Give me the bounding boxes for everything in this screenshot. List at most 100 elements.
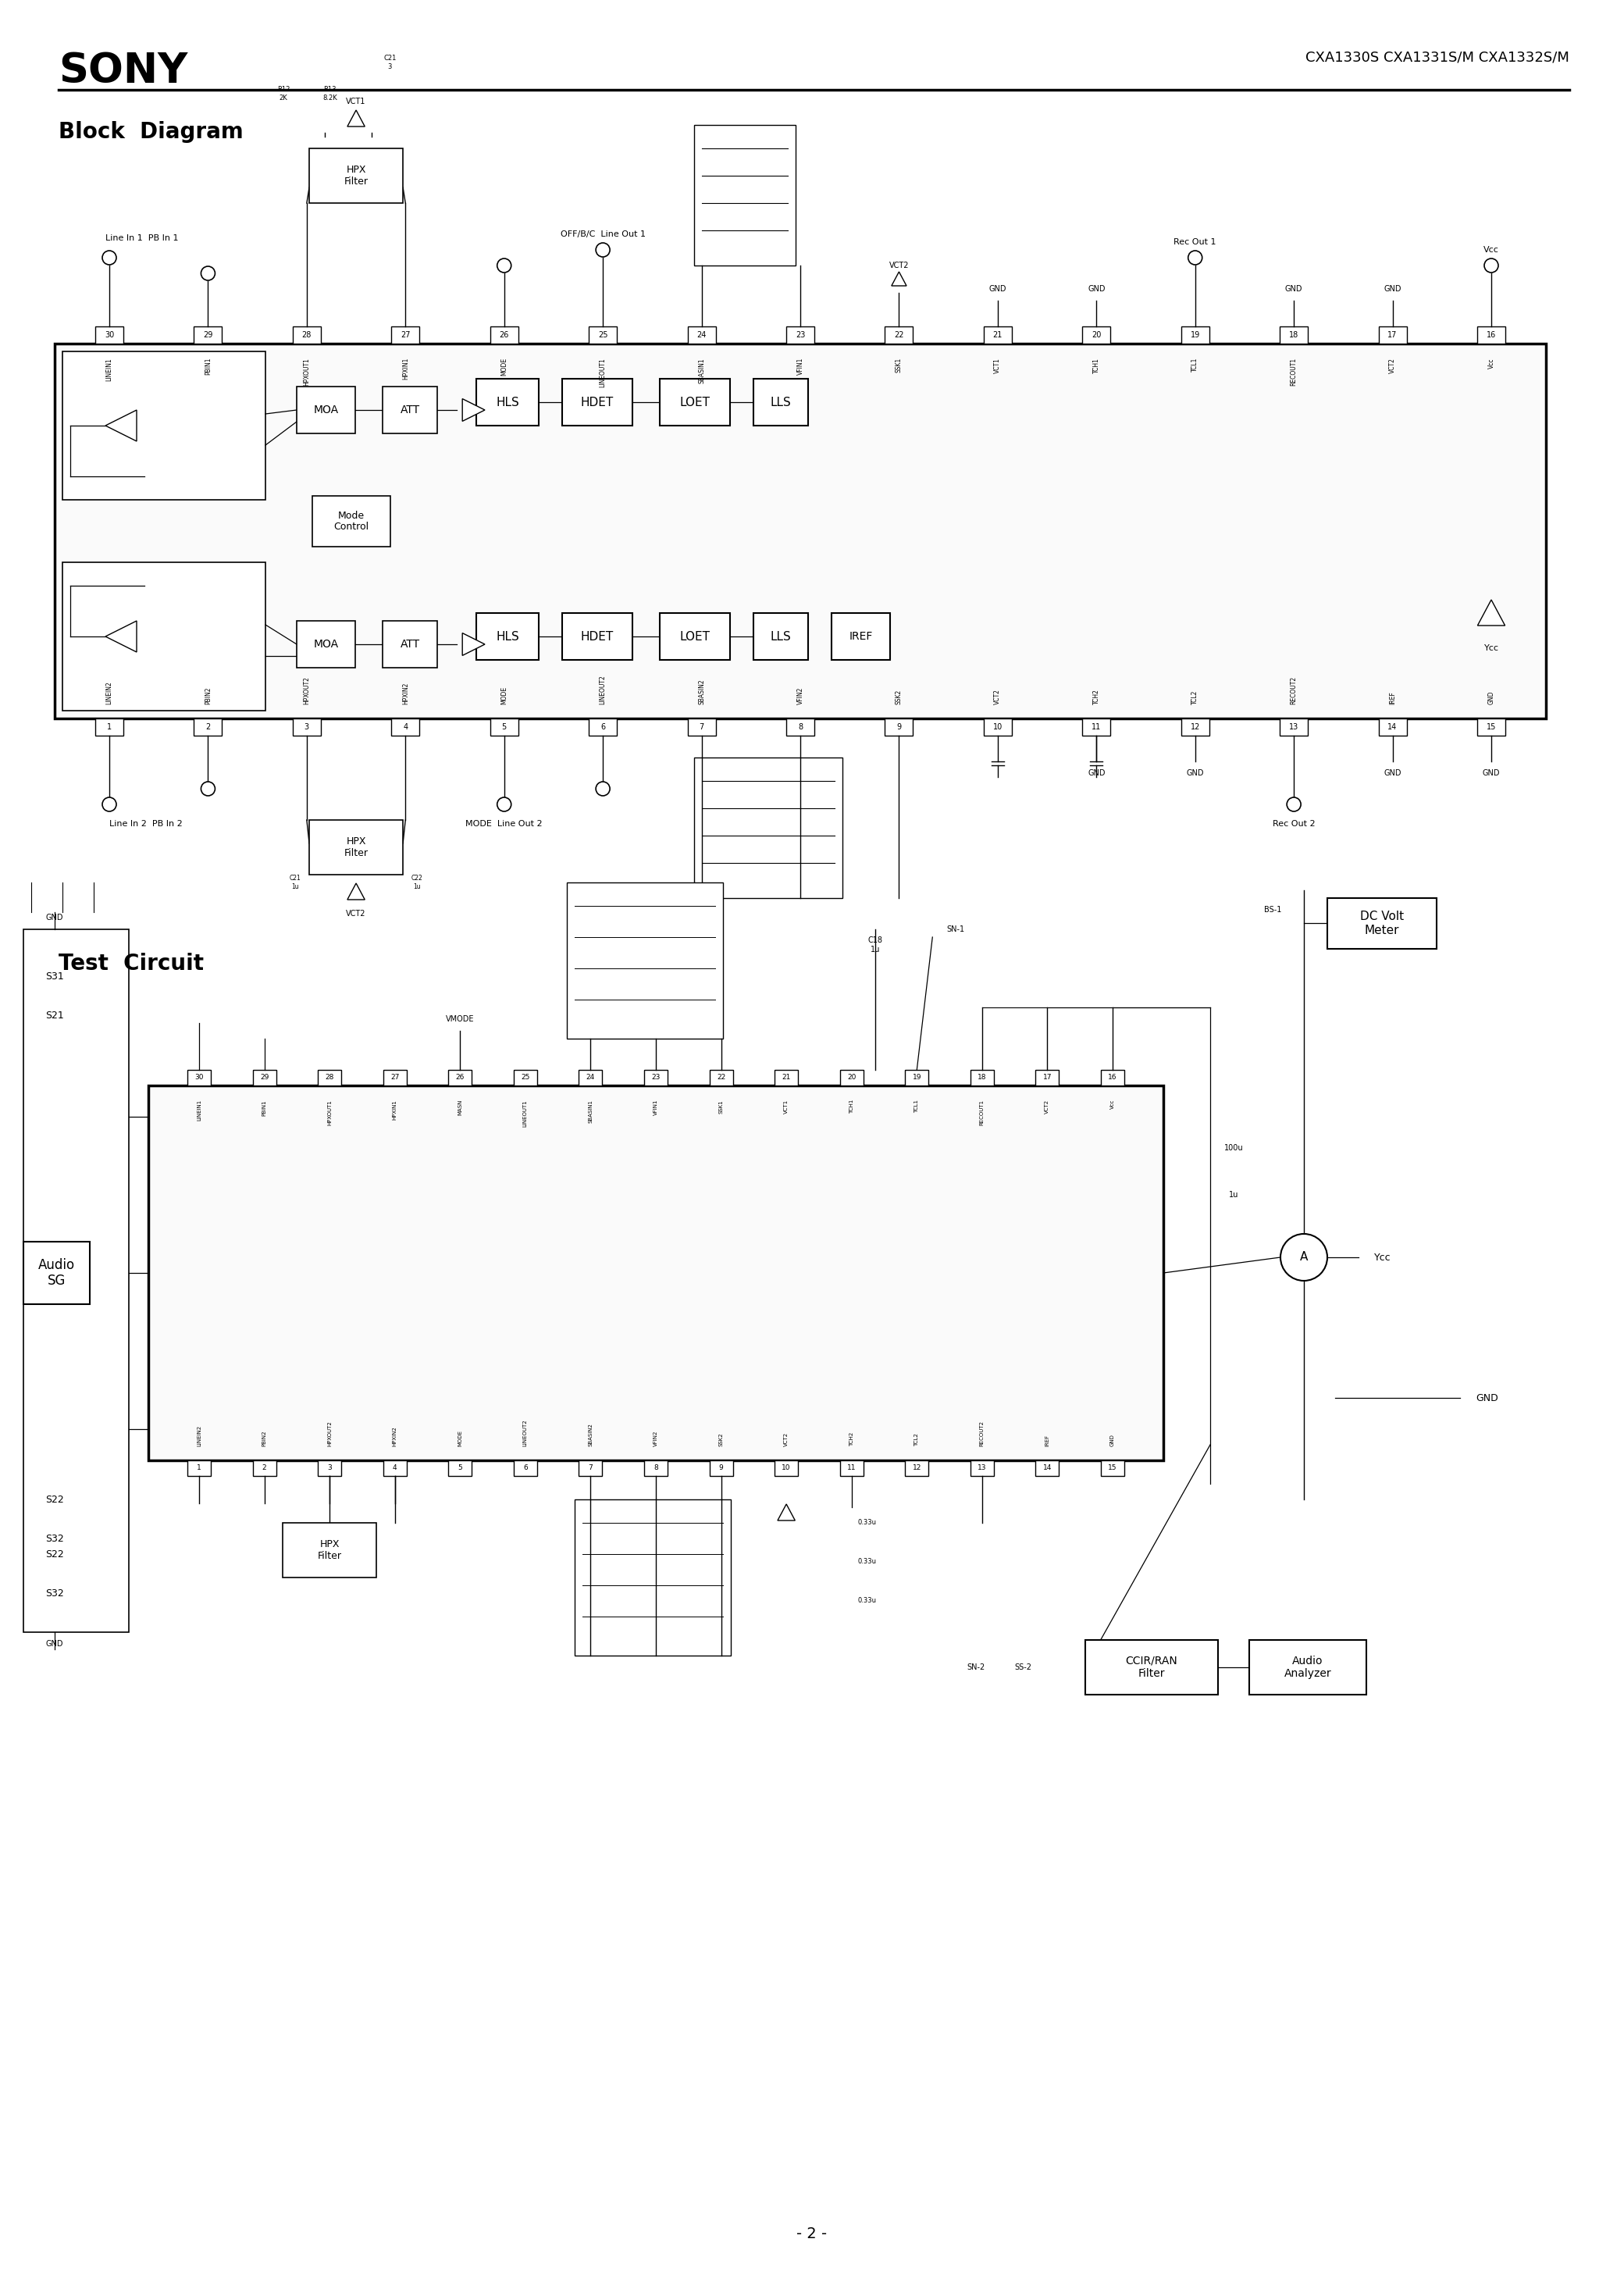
Polygon shape [106,410,136,442]
Text: 25: 25 [598,330,607,339]
Bar [1379,718,1406,736]
Text: 1: 1 [197,1465,201,1472]
Bar [1280,326,1307,344]
Polygon shape [778,1503,796,1519]
Text: 7: 7 [588,1465,593,1472]
Text: - 2 -: - 2 - [797,2226,827,2242]
Bar [885,718,913,736]
Text: 21: 21 [781,1075,791,1082]
Bar [1101,1071,1124,1087]
Text: Block  Diagram: Block Diagram [58,121,244,144]
Text: ATT: ATT [400,405,419,415]
Text: TCL2: TCL2 [914,1433,919,1447]
Text: GND: GND [1187,770,1203,777]
Bar [840,1460,864,1476]
Bar [786,326,814,344]
Text: PBIN1: PBIN1 [205,358,211,376]
Text: C22
1u: C22 1u [411,875,422,891]
Text: 2: 2 [206,722,211,731]
Text: OFF/B/C  Line Out 1: OFF/B/C Line Out 1 [560,230,645,239]
Text: Rec Out 2: Rec Out 2 [1273,820,1315,827]
Text: 27: 27 [401,330,411,339]
Text: GND: GND [989,285,1007,294]
Text: Vcc: Vcc [1111,1100,1116,1109]
Text: TCL2: TCL2 [1192,690,1199,704]
Text: PBIN1: PBIN1 [261,1100,266,1116]
Circle shape [1286,797,1301,811]
Text: Test  Circuit: Test Circuit [58,952,203,975]
Text: Ycc: Ycc [1484,645,1499,652]
Bar [96,718,123,736]
Text: S22: S22 [45,1494,63,1503]
Circle shape [497,257,512,273]
Text: IREF: IREF [849,631,872,642]
Text: SSK1: SSK1 [895,358,903,374]
Text: LOET: LOET [680,396,710,408]
Text: 0.33u: 0.33u [857,1597,877,1604]
Bar [391,326,419,344]
Text: SBASIN2: SBASIN2 [698,679,705,704]
Text: GND: GND [1285,285,1302,294]
Bar [383,1460,406,1476]
Bar [754,378,809,426]
Bar [984,718,1012,736]
Bar [448,1071,473,1087]
Bar [1101,1460,1124,1476]
Bar [562,378,632,426]
Bar [645,1071,667,1087]
Bar [62,351,265,499]
Text: 9: 9 [896,722,901,731]
Text: PBIN2: PBIN2 [205,688,211,704]
Bar [885,326,913,344]
Text: S32: S32 [45,1533,63,1544]
Text: SBASIN1: SBASIN1 [698,358,705,383]
Text: 9: 9 [719,1465,723,1472]
Bar [831,613,890,661]
Text: 10: 10 [781,1465,791,1472]
Text: GND: GND [1476,1392,1497,1403]
Bar [645,1460,667,1476]
Text: 20: 20 [848,1075,856,1082]
Bar [253,1071,276,1087]
Text: 8: 8 [653,1465,658,1472]
Text: VFIN1: VFIN1 [653,1100,658,1116]
Text: HPX
Filter: HPX Filter [344,836,369,859]
Text: LLS: LLS [770,396,791,408]
Text: Line In 1  PB In 1: Line In 1 PB In 1 [106,235,179,241]
Text: 19: 19 [913,1075,921,1082]
Text: Audio
SG: Audio SG [39,1257,75,1287]
Bar [292,326,322,344]
Text: LINEOUT2: LINEOUT2 [599,674,606,704]
Bar [391,718,419,736]
Text: 30: 30 [104,330,114,339]
Text: VCT1: VCT1 [994,358,1002,374]
Bar [1181,326,1210,344]
Text: MOA: MOA [313,638,338,649]
Text: BS-1: BS-1 [1263,907,1281,913]
Bar [1085,1640,1218,1695]
Text: CCIR/RAN
Filter: CCIR/RAN Filter [1125,1656,1177,1679]
Text: MODE: MODE [500,358,508,376]
Circle shape [1280,1235,1327,1280]
Bar [562,613,632,661]
Text: VCT1: VCT1 [346,98,365,105]
Text: IREF: IREF [1389,690,1397,704]
Text: GND: GND [1088,285,1106,294]
Text: 23: 23 [651,1075,661,1082]
Bar [775,1071,797,1087]
Text: 3: 3 [304,722,309,731]
Text: HLS: HLS [495,396,520,408]
Bar [786,718,814,736]
Text: 14: 14 [1043,1465,1052,1472]
Text: 28: 28 [325,1075,335,1082]
Bar [578,1071,603,1087]
Text: LINEOUT1: LINEOUT1 [523,1100,528,1128]
Bar [590,326,617,344]
Text: VCT2: VCT2 [346,909,365,918]
Bar [693,125,796,267]
Bar [297,622,356,667]
Text: LINEIN1: LINEIN1 [197,1100,201,1121]
Bar [312,497,390,547]
Text: IREF: IREF [1044,1435,1049,1447]
Text: GND: GND [1384,285,1402,294]
